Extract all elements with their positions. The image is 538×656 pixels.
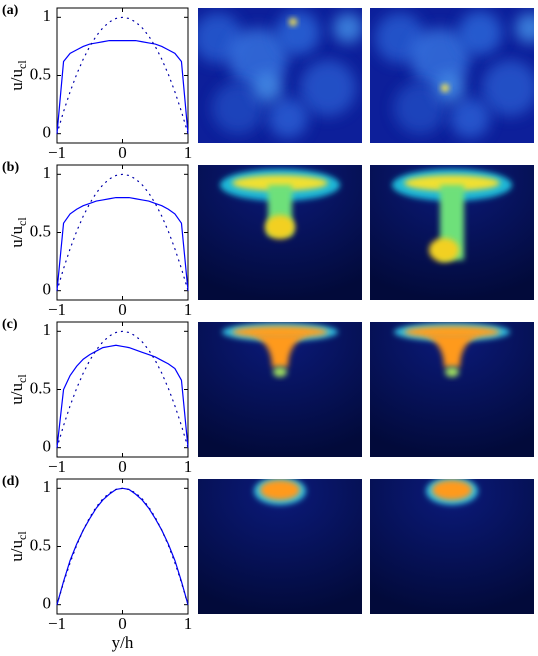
swirl — [482, 60, 534, 116]
x-tick-label: −1 — [48, 143, 66, 162]
swirl — [394, 82, 446, 134]
x-tick-label: −1 — [48, 457, 66, 476]
y-tick-label: 0.5 — [30, 64, 51, 83]
swirl — [458, 11, 502, 55]
swirl — [300, 60, 356, 116]
solid-line — [56, 196, 189, 291]
solid-line — [56, 344, 189, 448]
hot-spot — [441, 84, 449, 92]
y-tick-label: 0 — [43, 594, 52, 613]
y-tick-label: 0.5 — [30, 378, 51, 397]
flow-image — [198, 8, 362, 143]
y-axis-label-main: u/u — [7, 225, 26, 247]
y-tick-label: 1 — [43, 6, 52, 25]
flow-image — [370, 322, 534, 457]
y-axis-label: u/ucl — [7, 60, 29, 91]
y-axis-label-sub: cl — [15, 60, 29, 69]
panel-label: (a) — [2, 3, 19, 18]
flow-image — [198, 322, 362, 457]
flow-image — [198, 479, 362, 614]
solid-line — [56, 39, 189, 134]
y-tick-label: 0 — [43, 123, 52, 142]
y-axis-label: u/ucl — [7, 531, 29, 562]
plume-head — [432, 480, 472, 500]
swirl — [276, 11, 320, 55]
y-axis-label-main: u/u — [7, 68, 26, 90]
x-axis-label: y/h — [112, 633, 134, 652]
plume-tip — [273, 367, 287, 377]
flow-image — [370, 165, 534, 300]
flow-image — [370, 8, 534, 143]
x-tick-label: 1 — [184, 614, 193, 633]
plume-cap — [232, 175, 328, 191]
plume-stem — [250, 334, 310, 367]
y-tick-label: 1 — [43, 320, 52, 339]
x-tick-label: 1 — [184, 457, 193, 476]
axes-box — [56, 478, 189, 615]
x-tick-label: 0 — [118, 457, 127, 476]
plume-head — [265, 215, 295, 239]
swirl — [450, 98, 490, 138]
y-axis-label-main: u/u — [7, 539, 26, 561]
flow-image — [198, 165, 362, 300]
y-axis-label: u/ucl — [7, 374, 29, 405]
flow-image — [370, 479, 534, 614]
swirl — [253, 73, 283, 103]
dotted-line — [56, 487, 189, 606]
y-axis-label: u/ucl — [7, 217, 29, 248]
y-tick-label: 1 — [43, 477, 52, 496]
dotted-line — [56, 173, 189, 292]
plume-head — [429, 238, 459, 262]
axes-box — [56, 7, 189, 144]
y-tick-label: 0.5 — [30, 221, 51, 240]
swirl — [515, 13, 534, 43]
x-tick-label: 1 — [184, 300, 193, 319]
x-tick-label: 1 — [184, 143, 193, 162]
y-axis-label-sub: cl — [15, 217, 29, 226]
x-tick-label: 0 — [118, 614, 127, 633]
x-tick-label: −1 — [48, 300, 66, 319]
plume-head — [260, 480, 300, 500]
x-tick-label: −1 — [48, 614, 66, 633]
plume-tip — [445, 367, 459, 377]
x-tick-label: 0 — [118, 300, 127, 319]
dotted-line — [56, 16, 189, 135]
plume-cap — [404, 175, 500, 191]
y-tick-label: 0 — [43, 437, 52, 456]
axes-box — [56, 321, 189, 458]
panel-label: (d) — [2, 474, 19, 489]
y-tick-label: 0 — [43, 280, 52, 299]
swirl — [228, 28, 288, 88]
swirl — [435, 73, 465, 103]
swirl — [268, 98, 308, 138]
y-axis-label-main: u/u — [7, 382, 26, 404]
panel-label: (c) — [2, 317, 18, 332]
y-tick-label: 1 — [43, 163, 52, 182]
plume-stem — [422, 334, 482, 367]
swirl — [410, 28, 470, 88]
y-axis-label-sub: cl — [15, 531, 29, 540]
swirl — [212, 82, 264, 134]
y-tick-label: 0.5 — [30, 535, 51, 554]
hot-spot — [289, 18, 297, 26]
swirl — [333, 13, 362, 43]
panel-label: (b) — [2, 160, 19, 175]
x-tick-label: 0 — [118, 143, 127, 162]
y-axis-label-sub: cl — [15, 374, 29, 383]
dotted-line — [56, 330, 189, 449]
